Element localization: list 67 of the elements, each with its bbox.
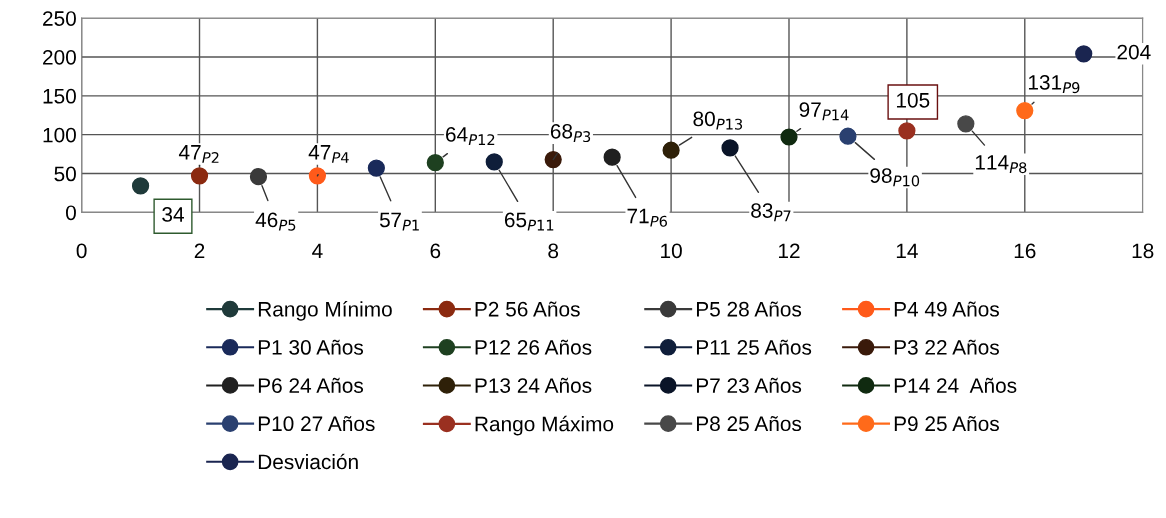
point xyxy=(1075,45,1093,63)
point xyxy=(603,148,621,166)
legend-label: P3 22 Años xyxy=(894,339,999,355)
annotation: 131$_{P9}$ xyxy=(1028,74,1080,94)
point xyxy=(426,154,444,172)
x-tick-label: 8 xyxy=(548,243,559,259)
annotation: 97$_{P14}$ xyxy=(799,102,849,121)
legend-label: P9 25 Años xyxy=(894,415,999,432)
y-tick-label: 200 xyxy=(43,49,76,65)
point xyxy=(485,153,503,171)
annotation: 46$_{P5}$ xyxy=(255,212,296,231)
point xyxy=(544,150,562,169)
y-tick-label: 100 xyxy=(43,127,76,143)
annotation: 71$_{P6}$ xyxy=(627,208,667,227)
point xyxy=(131,177,150,195)
point xyxy=(190,167,209,185)
annotation: 105 xyxy=(896,92,930,108)
legend-label: P7 23 Años xyxy=(696,377,802,393)
legend-label: P11 25 Años xyxy=(696,339,812,355)
y-tick-label: 150 xyxy=(43,88,76,104)
x-tick-label: 6 xyxy=(430,243,441,259)
legend-label: P6 24 Años xyxy=(258,377,364,393)
legend-label: P14 24 Años xyxy=(894,377,1017,393)
legend-label: P2 56 Años xyxy=(475,301,580,317)
point xyxy=(721,139,739,157)
annotation: 80$_{P13}$ xyxy=(693,111,743,130)
annotation: 65$_{P11}$ xyxy=(504,212,554,231)
point xyxy=(367,159,385,177)
y-tick-label: 50 xyxy=(54,166,76,182)
legend-label: P10 27 Años xyxy=(258,415,375,432)
point xyxy=(662,141,680,159)
annotation: 114$_{P8}$ xyxy=(975,155,1027,174)
legend-label: P4 49 Años xyxy=(894,301,999,317)
annotation: 83$_{P7}$ xyxy=(751,203,791,222)
legend-label: P8 25 Años xyxy=(696,415,802,432)
legend-label: P12 26 Años xyxy=(475,339,592,355)
point xyxy=(1016,101,1034,120)
point xyxy=(308,167,327,185)
legend-label: Rango Mínimo xyxy=(258,301,392,321)
y-tick-label: 250 xyxy=(43,11,76,26)
x-tick-label: 14 xyxy=(896,243,918,259)
x-tick-label: 10 xyxy=(661,243,682,259)
y-tick-label: 0 xyxy=(65,205,76,221)
annotation: 47$_{P4}$ xyxy=(308,145,349,163)
annotation: 98$_{P10}$ xyxy=(870,168,920,187)
point xyxy=(839,127,857,145)
point xyxy=(780,128,798,146)
point xyxy=(249,168,268,186)
x-tick-label: 18 xyxy=(1132,243,1154,259)
legend-label: Rango Máximo xyxy=(475,415,614,436)
x-tick-label: 12 xyxy=(779,243,800,259)
legend-label: Desviación xyxy=(258,453,358,470)
legend-label: P1 30 Años xyxy=(258,339,364,355)
point xyxy=(898,122,916,140)
annotation: 57$_{P1}$ xyxy=(379,212,419,231)
legend-label: P5 28 Años xyxy=(696,301,802,317)
annotation: 64$_{P12}$ xyxy=(446,127,495,145)
annotation: 34 xyxy=(162,207,184,222)
x-tick-label: 0 xyxy=(76,243,87,259)
annotation: 204 xyxy=(1117,44,1151,60)
annotation: 47$_{P2}$ xyxy=(178,145,219,163)
x-tick-label: 2 xyxy=(194,243,205,259)
annotation: 68$_{P3}$ xyxy=(550,123,591,143)
x-tick-label: 16 xyxy=(1014,243,1036,259)
point xyxy=(957,115,975,133)
legend-label: P13 24 Años xyxy=(475,377,592,393)
x-tick-label: 4 xyxy=(312,243,323,259)
